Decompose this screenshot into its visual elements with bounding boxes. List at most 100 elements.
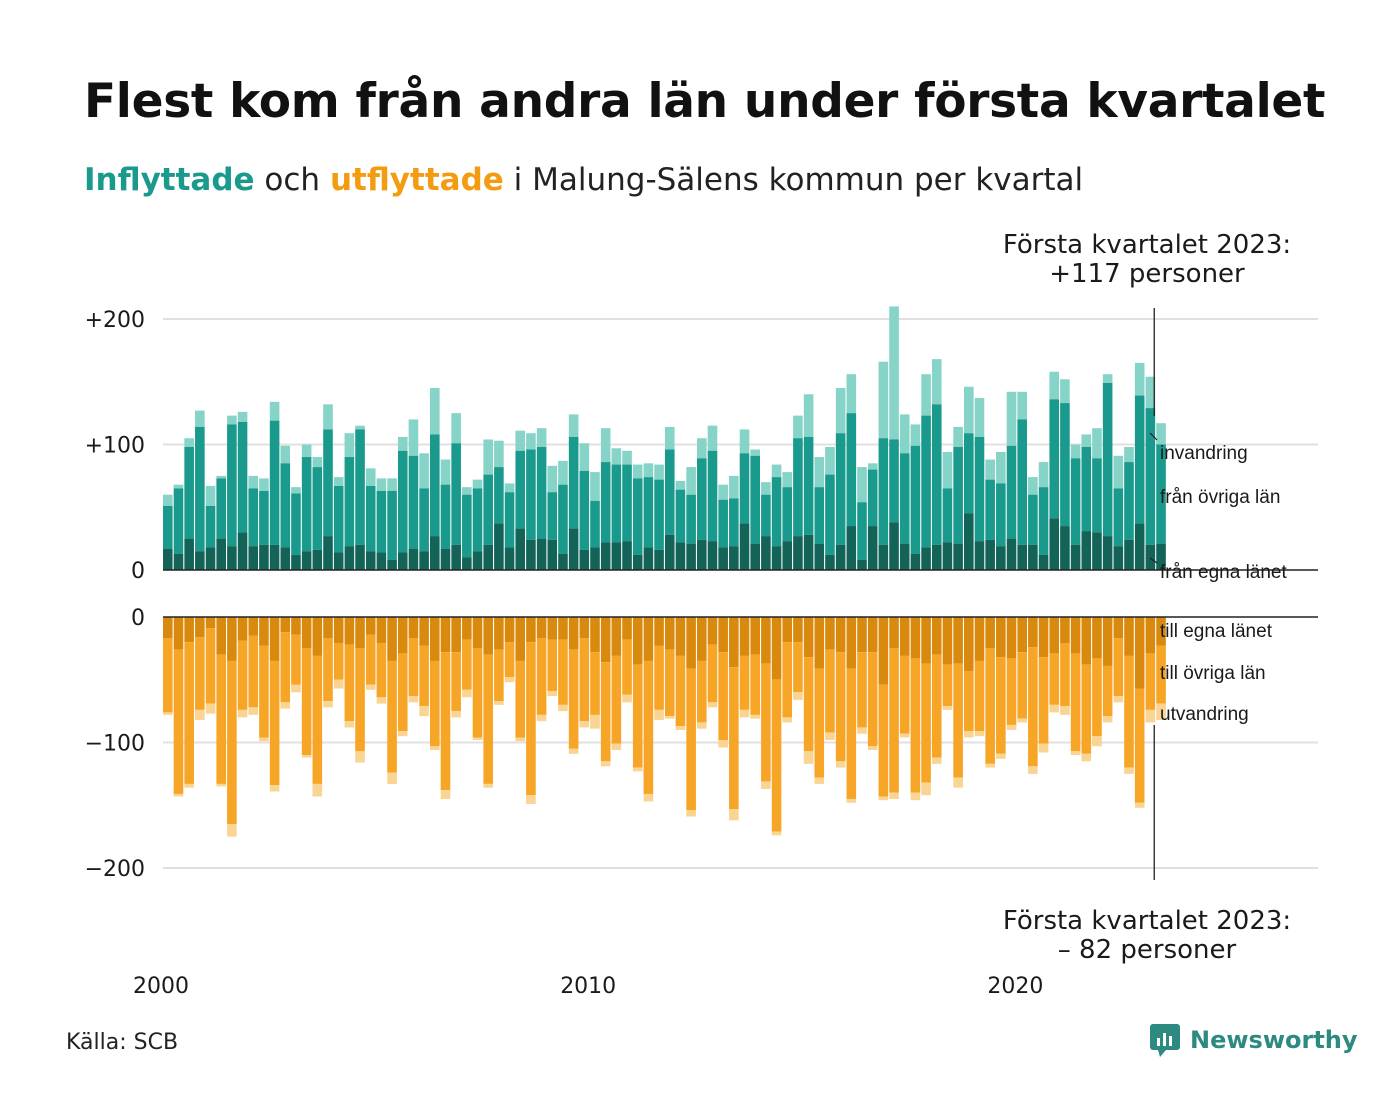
bar-inflow-abroad	[483, 439, 493, 475]
bar-inflow-abroad	[675, 480, 686, 490]
bar-outflow-own-county	[419, 617, 429, 646]
bar-outflow-abroad	[1060, 706, 1070, 715]
bar-inflow-abroad	[323, 404, 333, 430]
bar-inflow-other-counties	[1006, 445, 1017, 539]
bar-inflow-other-counties	[280, 463, 291, 548]
bar-inflow-own-county	[1113, 546, 1124, 570]
bar-outflow-own-county	[664, 617, 675, 650]
bar-outflow-other-counties	[526, 642, 536, 796]
bar-inflow-abroad	[750, 449, 760, 456]
bar-inflow-abroad	[996, 452, 1006, 484]
bar-outflow-other-counties	[237, 640, 248, 710]
bar-outflow-own-county	[1028, 617, 1038, 648]
bar-inflow-other-counties	[397, 450, 408, 553]
bar-inflow-own-county	[974, 541, 985, 570]
bar-inflow-other-counties	[664, 449, 675, 535]
bar-outflow-other-counties	[942, 664, 953, 707]
bar-inflow-abroad	[590, 472, 600, 501]
bar-inflow-other-counties	[419, 488, 429, 552]
bar-inflow-other-counties	[1092, 458, 1102, 533]
bar-outflow-own-county	[558, 617, 568, 640]
bar-outflow-own-county	[1092, 617, 1102, 659]
bar-outflow-other-counties	[397, 653, 408, 732]
bar-outflow-own-county	[611, 617, 622, 656]
bar-outflow-abroad	[1092, 736, 1102, 747]
bar-outflow-other-counties	[889, 648, 899, 793]
bar-inflow-other-counties	[248, 488, 259, 547]
bar-outflow-other-counties	[1102, 665, 1113, 717]
bar-outflow-other-counties	[867, 652, 878, 747]
bar-inflow-other-counties	[312, 467, 323, 550]
bar-inflow-own-county	[1156, 543, 1166, 570]
y-tick-label: −200	[85, 857, 145, 882]
bar-outflow-other-counties	[408, 638, 419, 697]
bar-inflow-abroad	[611, 448, 622, 465]
bar-inflow-other-counties	[163, 505, 173, 549]
bar-outflow-other-counties	[333, 643, 344, 680]
bar-outflow-abroad	[568, 748, 579, 754]
bar-inflow-abroad	[729, 475, 739, 499]
bar-inflow-other-counties	[291, 493, 301, 555]
bar-inflow-own-county	[1134, 523, 1145, 570]
bar-inflow-abroad	[173, 484, 184, 489]
bar-outflow-abroad	[974, 731, 985, 737]
bar-outflow-own-county	[440, 617, 451, 653]
bar-inflow-abroad	[814, 457, 825, 488]
bar-inflow-other-counties	[451, 443, 461, 545]
bar-inflow-own-county	[803, 534, 814, 570]
bar-inflow-own-county	[536, 538, 547, 570]
bar-outflow-other-counties	[312, 655, 323, 784]
bar-outflow-other-counties	[739, 655, 750, 710]
bar-inflow-own-county	[793, 536, 803, 570]
bar-outflow-other-counties	[536, 638, 547, 715]
bar-outflow-own-county	[408, 617, 419, 639]
bar-inflow-own-county	[1102, 536, 1113, 570]
bar-outflow-own-county	[536, 617, 547, 639]
bar-inflow-own-county	[761, 536, 771, 570]
y-tick-label: +200	[85, 308, 145, 333]
bar-inflow-other-counties	[355, 429, 365, 545]
bar-outflow-abroad	[387, 772, 397, 784]
bar-outflow-abroad	[205, 703, 216, 714]
bar-outflow-other-counties	[579, 638, 590, 722]
bar-outflow-abroad	[376, 697, 387, 704]
bar-outflow-other-counties	[504, 642, 515, 678]
bar-outflow-abroad	[643, 793, 654, 802]
bar-inflow-other-counties	[964, 433, 974, 514]
bar-inflow-own-county	[867, 526, 878, 570]
bar-inflow-own-county	[1145, 544, 1156, 570]
bar-outflow-abroad	[590, 714, 600, 729]
bar-inflow-abroad	[878, 361, 889, 439]
bar-outflow-abroad	[248, 707, 259, 715]
bar-outflow-own-county	[1038, 617, 1049, 658]
bar-outflow-abroad	[1134, 802, 1145, 808]
bar-inflow-own-county	[1049, 518, 1060, 570]
bar-outflow-abroad	[184, 783, 194, 788]
bar-outflow-abroad	[1156, 703, 1166, 720]
bar-outflow-abroad	[899, 733, 910, 738]
bar-outflow-own-county	[259, 617, 269, 646]
bar-inflow-abroad	[1006, 391, 1017, 446]
bar-inflow-own-county	[312, 549, 323, 570]
bar-inflow-other-counties	[931, 404, 942, 545]
bar-inflow-abroad	[451, 413, 461, 444]
bar-inflow-abroad	[526, 433, 536, 450]
bar-outflow-other-counties	[1134, 688, 1145, 803]
bar-outflow-own-county	[718, 617, 728, 653]
bar-inflow-own-county	[1081, 531, 1092, 570]
bar-outflow-abroad	[622, 694, 632, 703]
leader-line-fran-egna-lanet	[1149, 557, 1158, 564]
bar-outflow-abroad	[857, 727, 867, 734]
bar-outflow-own-county	[622, 617, 632, 640]
bar-inflow-abroad	[910, 424, 921, 446]
bar-inflow-abroad	[643, 463, 654, 478]
bar-inflow-abroad	[953, 426, 963, 448]
bar-outflow-other-counties	[216, 654, 226, 784]
bar-outflow-abroad	[547, 691, 558, 697]
bar-inflow-other-counties	[729, 498, 739, 547]
bar-inflow-other-counties	[1113, 488, 1124, 547]
bar-outflow-other-counties	[1081, 664, 1092, 754]
newsworthy-logo-icon	[1150, 1024, 1180, 1057]
bar-inflow-own-county	[419, 551, 429, 570]
bar-outflow-abroad	[942, 706, 953, 710]
